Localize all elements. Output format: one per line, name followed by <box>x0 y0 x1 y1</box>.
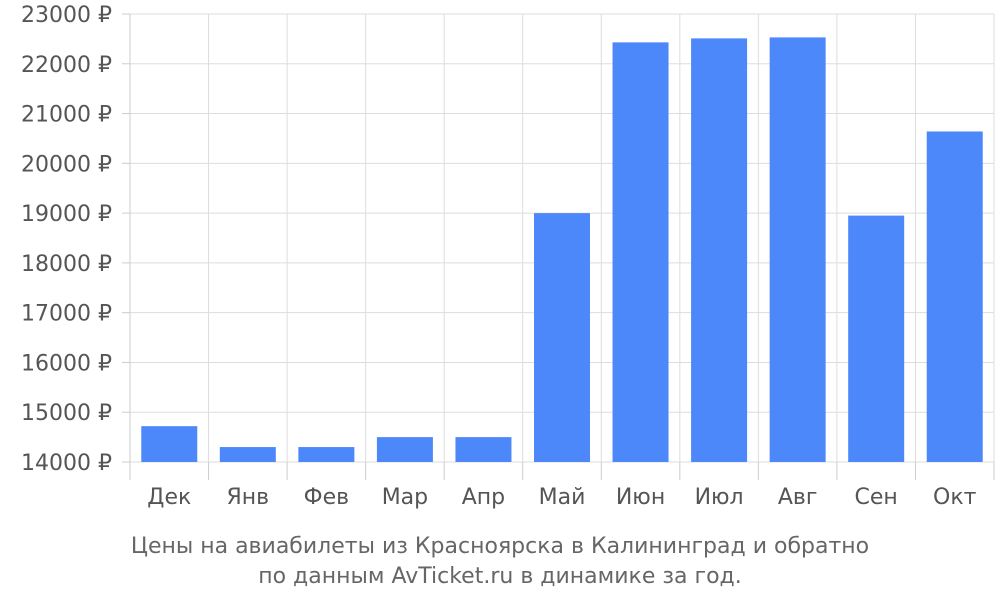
y-tick-labels: 14000 ₽ 15000 ₽ 16000 ₽ 17000 ₽ 18000 ₽ 19000… <box>21 3 112 476</box>
x-tick-label: Фев <box>304 485 349 510</box>
y-tick-label: 15000 ₽ <box>21 401 112 426</box>
y-tick-label: 23000 ₽ <box>21 3 112 28</box>
bar-5 <box>455 437 512 462</box>
x-tick-label: Мар <box>382 485 428 510</box>
y-tick-label: 21000 ₽ <box>21 103 112 128</box>
y-tick-label: 20000 ₽ <box>21 152 112 177</box>
x-tick-label: Апр <box>462 485 505 510</box>
axes <box>122 13 995 480</box>
x-tick-label: Сен <box>855 485 898 510</box>
y-tick-label: 16000 ₽ <box>21 351 112 376</box>
x-tick-label: Июл <box>695 485 744 510</box>
bars <box>141 37 983 463</box>
x-tick-label: Июн <box>616 485 665 510</box>
y-tick-label: 14000 ₽ <box>21 451 112 476</box>
bar-1 <box>141 426 198 462</box>
x-tick-label: Авг <box>778 485 818 510</box>
x-tick-label: Дек <box>147 485 191 510</box>
bar-3 <box>298 447 355 462</box>
bar-2 <box>219 447 276 462</box>
y-tick-label: 17000 ₽ <box>21 302 112 327</box>
x-tick-labels: Дек Янв Фев Мар Апр Май Июн Июл Авг Сен Окт <box>147 485 976 510</box>
x-tick-label: Окт <box>933 485 977 510</box>
y-tick-label: 18000 ₽ <box>21 252 112 277</box>
bar-9 <box>769 37 826 462</box>
x-tick-label: Май <box>539 485 586 510</box>
bar-8 <box>691 38 748 462</box>
bar-10 <box>848 215 905 462</box>
x-tick-label: Янв <box>226 485 269 510</box>
chart-caption-line2: по данным AvTicket.ru в динамике за год. <box>258 564 742 589</box>
bar-7 <box>612 42 669 463</box>
bar-6 <box>534 213 590 462</box>
chart-caption-line1: Цены на авиабилеты из Красноярска в Кали… <box>130 534 870 559</box>
y-tick-label: 22000 ₽ <box>21 53 112 78</box>
bar-11 <box>926 131 983 462</box>
bar-4 <box>376 437 433 462</box>
y-tick-label: 19000 ₽ <box>21 202 112 227</box>
